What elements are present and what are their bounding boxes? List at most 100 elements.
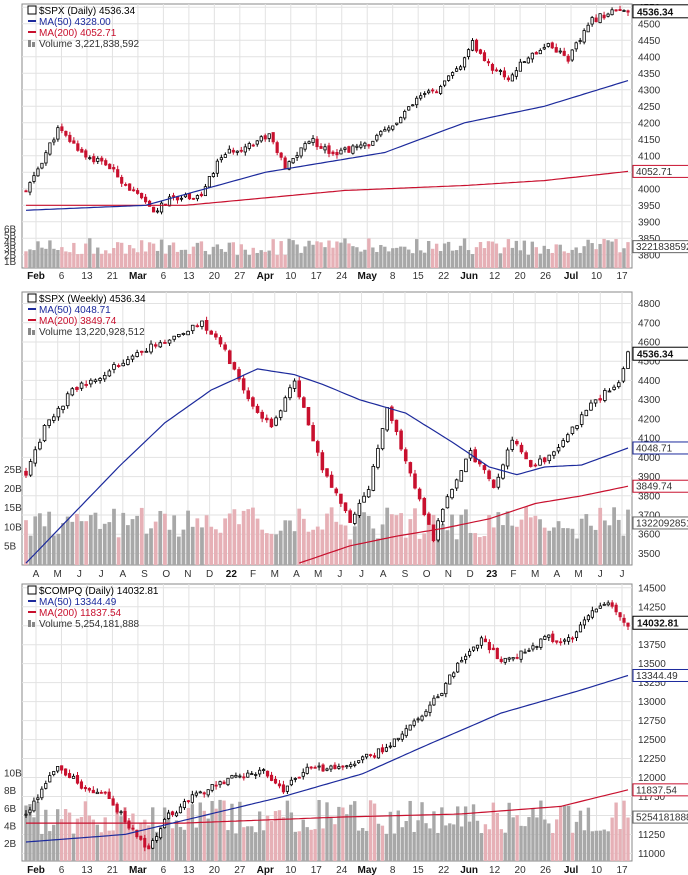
volume-bar xyxy=(626,509,630,565)
candle-body xyxy=(606,602,610,606)
candle-body xyxy=(170,811,175,815)
candle-body xyxy=(293,778,297,780)
volume-bar xyxy=(200,527,204,565)
volume-bar xyxy=(175,251,180,268)
y-tick-label: 4000 xyxy=(638,453,661,464)
volume-bar xyxy=(223,251,228,268)
candle-body xyxy=(32,800,36,812)
candle-body xyxy=(126,359,130,365)
candle-body xyxy=(574,42,578,50)
candle-body xyxy=(491,479,496,488)
candle-body xyxy=(64,130,68,136)
volume-bar xyxy=(104,250,108,268)
candle-body xyxy=(36,168,40,177)
candle-body xyxy=(209,330,214,335)
volume-bar xyxy=(551,832,555,861)
volume-bar xyxy=(183,249,188,268)
volume-bar xyxy=(311,244,315,268)
volume-bar xyxy=(112,508,116,565)
volume-bar xyxy=(486,241,491,268)
volume-bar xyxy=(546,248,550,268)
volume-bar xyxy=(265,815,270,861)
volume-bar xyxy=(459,826,464,861)
volume-bar xyxy=(622,248,626,268)
volume-bar xyxy=(42,526,47,565)
candle-body xyxy=(452,672,456,677)
volume-bar xyxy=(534,247,538,268)
candle-body xyxy=(347,146,351,153)
candle-body xyxy=(612,386,616,390)
candle-body xyxy=(586,615,590,621)
x-tick-label: A xyxy=(119,569,126,579)
y-tick-label: 4150 xyxy=(638,135,661,146)
candle-body xyxy=(28,809,32,814)
volume-bar xyxy=(530,241,535,268)
volume-bar xyxy=(426,241,431,268)
candle-body xyxy=(254,774,258,776)
ma50-price-label: 13344.49 xyxy=(636,671,678,682)
volume-bar xyxy=(297,508,302,565)
candle-body xyxy=(195,325,200,328)
x-tick-label: D xyxy=(206,569,213,579)
volume-bar xyxy=(400,827,404,861)
volume-bar xyxy=(139,822,143,861)
candle-body xyxy=(422,497,427,516)
candle-body xyxy=(584,409,589,417)
volume-tick-label: 20B xyxy=(4,484,22,495)
legend-volume: Volume 3,221,838,592 xyxy=(39,39,140,50)
candle-body xyxy=(153,344,158,347)
volume-bar xyxy=(102,523,107,565)
volume-bar xyxy=(550,252,554,268)
y-tick-label: 4000 xyxy=(638,184,661,195)
candle-body xyxy=(621,368,626,382)
x-tick-label: F xyxy=(510,569,516,579)
volume-bar xyxy=(121,512,126,565)
volume-bar xyxy=(246,826,250,861)
volume-bar xyxy=(279,241,283,268)
candle-body xyxy=(181,332,186,335)
volume-bar xyxy=(586,807,591,861)
volume-bar xyxy=(466,250,471,268)
x-tick-label: Apr xyxy=(257,271,274,282)
volume-bar xyxy=(111,830,115,861)
volume-bar xyxy=(473,533,478,565)
x-tick-label: 6 xyxy=(161,865,167,875)
candle-body xyxy=(380,428,385,450)
volume-tick-label: 10B xyxy=(4,522,22,533)
candle-body xyxy=(315,441,320,453)
candle-body xyxy=(335,152,339,156)
candle-body xyxy=(375,134,379,141)
candle-body xyxy=(174,812,179,817)
candle-body xyxy=(487,470,491,480)
x-tick-label: 6 xyxy=(161,271,167,282)
candle-body xyxy=(38,441,42,450)
x-tick-label: J xyxy=(337,569,342,579)
candle-body xyxy=(407,106,411,111)
volume-bar xyxy=(422,533,427,565)
y-tick-label: 3850 xyxy=(638,234,661,245)
x-tick-label: O xyxy=(423,569,431,579)
candle-body xyxy=(263,135,267,140)
volume-bar xyxy=(388,811,393,861)
candle-body xyxy=(84,150,88,158)
volume-bar xyxy=(227,513,232,565)
y-tick-label: 3500 xyxy=(638,549,661,560)
volume-bar xyxy=(277,810,282,861)
volume-bar xyxy=(52,824,56,861)
volume-bar xyxy=(594,249,598,268)
candle-body xyxy=(431,524,436,542)
legend-volume: Volume 13,220,928,512 xyxy=(39,327,145,338)
x-tick-label: 21 xyxy=(107,865,119,875)
candle-body xyxy=(622,10,626,12)
volume-bar xyxy=(264,533,269,565)
volume-bar xyxy=(181,529,186,565)
volume-bar xyxy=(408,800,412,861)
legend-ma200: MA(200) 4052.71 xyxy=(39,28,117,39)
volume-bar xyxy=(506,239,511,268)
volume-bar xyxy=(363,249,367,268)
candle-body xyxy=(99,791,103,794)
y-tick-label: 3800 xyxy=(638,250,661,261)
candle-body xyxy=(626,10,630,13)
candle-body xyxy=(104,160,108,166)
volume-bar xyxy=(598,830,602,861)
